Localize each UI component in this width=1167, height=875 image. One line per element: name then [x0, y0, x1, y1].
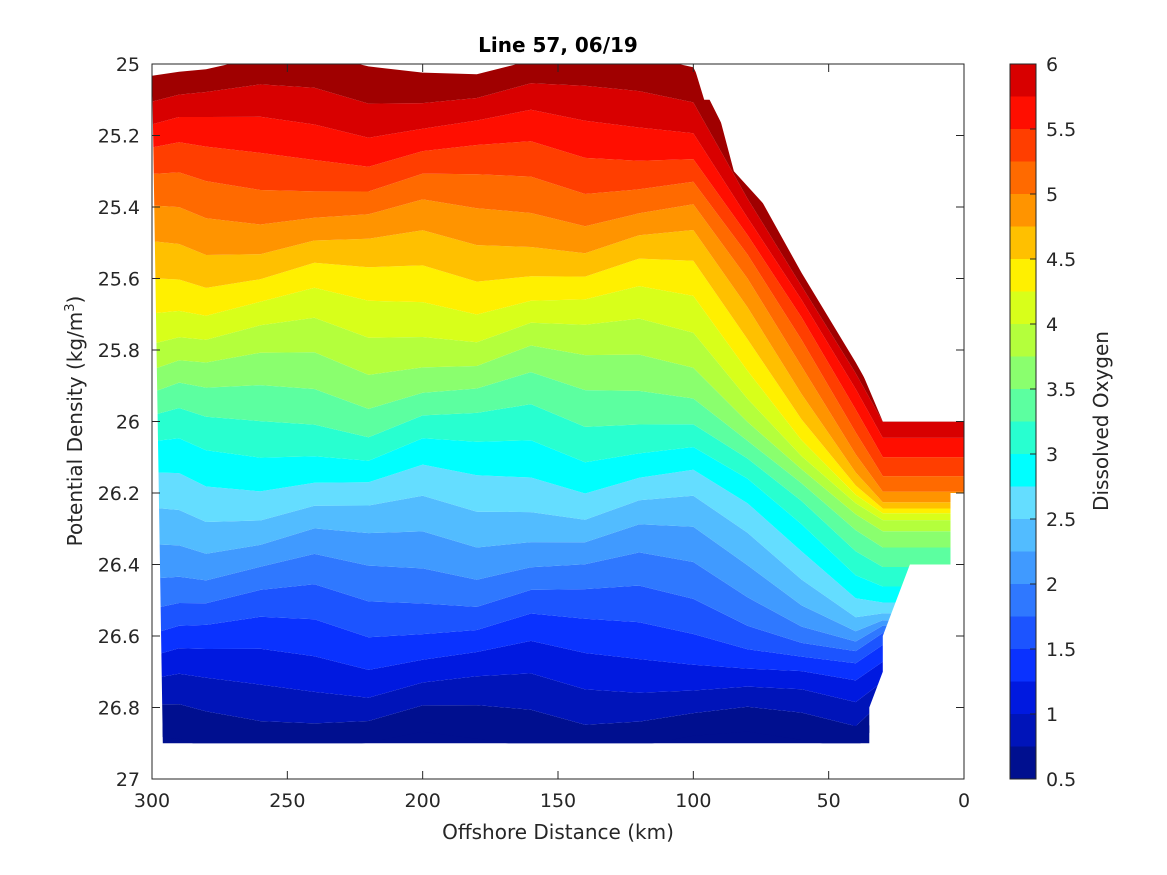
y-axis-label: Potential Density (kg/m3): [63, 296, 87, 547]
y-tick-label: 26.6: [98, 626, 140, 648]
colorbar-tick-label: 1: [1046, 704, 1058, 726]
y-tick-label: 25: [116, 54, 140, 76]
colorbar-tick-label: 0.5: [1046, 769, 1076, 791]
colorbar-tick-label: 5: [1046, 184, 1058, 206]
y-tick-label: 27: [116, 769, 140, 791]
contour-band-16: [152, 230, 964, 509]
contour-band-2: [152, 640, 964, 703]
x-tick-label: 100: [675, 790, 711, 812]
contour-band-10: [152, 404, 964, 587]
colorbar-swatch: [1010, 454, 1036, 487]
contour-band-17: [152, 199, 964, 503]
contour-band-19: [152, 141, 964, 477]
colorbar-swatch: [1010, 421, 1036, 454]
colorbar-swatch: [1010, 714, 1036, 747]
y-tick-label: 25.6: [98, 269, 140, 291]
colorbar-swatch: [1010, 64, 1036, 97]
colorbar-tick-label: 1.5: [1046, 639, 1076, 661]
contour-band-11: [152, 372, 964, 567]
contour-band-5: [152, 552, 964, 652]
colorbar-swatch: [1010, 486, 1036, 519]
colorbar-axis: 0.5 1 1.5 2 2.5 3 3.5 4 4.5 5 5.5 6: [1030, 54, 1076, 791]
y-tick-label: 26.8: [98, 698, 140, 720]
contour-band-0: [152, 701, 964, 744]
colorbar-tick-label: 5.5: [1046, 119, 1076, 141]
colorbar-swatch: [1010, 324, 1036, 357]
contour-band-4: [152, 584, 964, 664]
x-tick-label: 250: [269, 790, 305, 812]
colorbar-swatch: [1010, 616, 1036, 649]
colorbar-label: Dissolved Oxygen: [1089, 331, 1113, 511]
colorbar-tick-label: 6: [1046, 54, 1058, 76]
chart-title: Line 57, 06/19: [478, 33, 638, 57]
contour-band-9: [152, 438, 964, 603]
y-tick-label: 25.4: [98, 197, 140, 219]
x-tick-label: 150: [540, 790, 576, 812]
contour-band-12: [152, 345, 964, 548]
y-tick-label: 25.8: [98, 340, 140, 362]
x-tick-label: 200: [405, 790, 441, 812]
y-axis-label-end: ): [63, 296, 87, 304]
colorbar-swatch: [1010, 259, 1036, 292]
colorbar-swatch: [1010, 291, 1036, 324]
colorbar-swatch: [1010, 356, 1036, 389]
colorbar-swatch: [1010, 519, 1036, 552]
colorbar-swatch: [1010, 389, 1036, 422]
contour-band-7: [152, 495, 964, 632]
x-tick-label: 0: [958, 790, 970, 812]
y-axis-label-main: Potential Density (kg/m: [63, 312, 87, 547]
contour-band-20: [152, 109, 964, 458]
colorbar-swatch: [1010, 226, 1036, 259]
colorbar-swatch: [1010, 681, 1036, 714]
contour-band-1: [152, 673, 964, 727]
colorbar-swatch: [1010, 584, 1036, 617]
colorbar-frame: [1009, 63, 1037, 780]
colorbar-swatch: [1010, 746, 1036, 779]
contour-band-3: [152, 613, 964, 681]
x-tick-label: 300: [134, 790, 170, 812]
plot-area: [152, 64, 964, 744]
colorbar-swatch: [1010, 194, 1036, 227]
x-axis-label: Offshore Distance (km): [442, 820, 674, 844]
y-tick-label: 26: [116, 412, 140, 434]
contour-band-18: [152, 172, 964, 492]
x-axis: 300 250 200 150 100 50 0: [134, 64, 970, 812]
colorbar-swatch: [1010, 551, 1036, 584]
colorbar-tick-label: 3.5: [1046, 379, 1076, 401]
y-axis-label-superscript: 3: [63, 303, 78, 311]
colorbar-swatch: [1010, 161, 1036, 194]
colorbar-tick-label: 4: [1046, 314, 1058, 336]
colorbar-swatch: [1010, 129, 1036, 162]
colorbar-tick-label: 4.5: [1046, 249, 1076, 271]
colorbar-tick-label: 2: [1046, 574, 1058, 596]
contour-band-6: [152, 524, 964, 642]
y-axis: 25 25.2 25.4 25.6 25.8 26 26.2 26.4 26.6 26.8 27: [98, 54, 964, 791]
y-tick-label: 26.4: [98, 555, 140, 577]
colorbar-swatch: [1010, 96, 1036, 129]
colorbar-tick-label: 3: [1046, 444, 1058, 466]
contour-band-8: [152, 464, 964, 618]
x-tick-label: 50: [817, 790, 841, 812]
y-tick-label: 26.2: [98, 483, 140, 505]
y-tick-label: 25.2: [98, 126, 140, 148]
contour-band-13: [152, 317, 964, 532]
colorbar: [1010, 64, 1036, 779]
colorbar-swatch: [1010, 649, 1036, 682]
colorbar-tick-label: 2.5: [1046, 509, 1076, 531]
